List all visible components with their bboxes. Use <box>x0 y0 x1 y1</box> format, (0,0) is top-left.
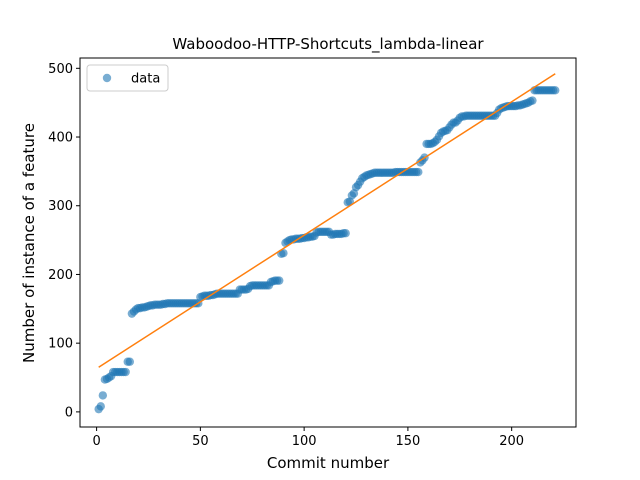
axes: 0 50 100 150 200 0 100 200 300 400 500 <box>48 57 577 449</box>
y-tick-label: 100 <box>48 337 73 352</box>
legend: data <box>86 64 169 92</box>
plot-area <box>94 73 560 414</box>
data-point <box>528 96 537 105</box>
y-tick-label: 400 <box>48 131 73 146</box>
legend-marker <box>102 73 112 83</box>
data-point <box>98 391 108 400</box>
data-point <box>125 357 135 366</box>
data-point <box>279 248 288 258</box>
x-tick-label: 100 <box>292 434 317 449</box>
y-tick-label: 0 <box>65 405 73 420</box>
y-tick-label: 200 <box>48 268 73 283</box>
y-tick-label: 500 <box>48 62 73 77</box>
legend-label: data <box>131 72 160 87</box>
y-axis-label: Number of instance of a feature <box>20 123 38 363</box>
fit-line <box>98 73 556 368</box>
data-point <box>551 86 560 95</box>
data-point <box>275 276 284 285</box>
x-tick-label: 200 <box>499 434 524 449</box>
legend-box <box>86 64 169 92</box>
data-point <box>414 167 423 177</box>
data-point <box>121 367 130 377</box>
data-point <box>341 229 350 238</box>
x-axis-label: Commit number <box>267 454 390 472</box>
data-point <box>96 402 105 411</box>
x-tick-label: 150 <box>395 434 420 449</box>
axes-frame <box>79 57 577 428</box>
chart-title: Waboodoo-HTTP-Shortcuts_lambda-linear <box>172 35 484 54</box>
x-tick-label: 0 <box>92 434 100 449</box>
x-tick-label: 50 <box>192 434 209 449</box>
y-tick-label: 300 <box>48 199 73 214</box>
